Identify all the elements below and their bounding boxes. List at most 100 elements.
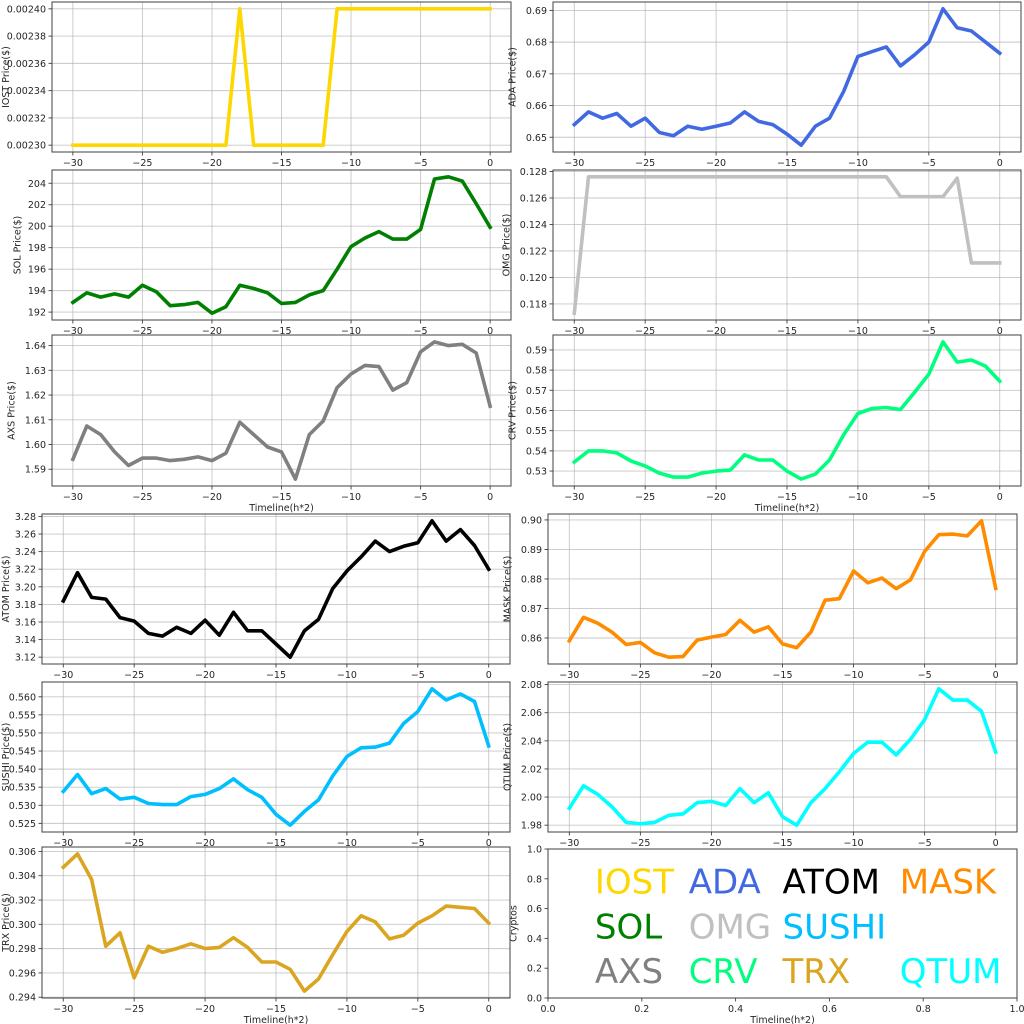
- y-tick-label: 0.65: [526, 133, 547, 144]
- y-axis-label: OMG Price($): [502, 214, 513, 277]
- x-tick-label: −10: [844, 670, 864, 681]
- x-tick-label: 0: [993, 838, 999, 849]
- y-tick-label: 204: [28, 179, 46, 190]
- y-tick-label: 0.86: [521, 633, 542, 644]
- y-tick-label: 0.128: [520, 167, 547, 178]
- y-axis-label: ADA Price($): [507, 47, 518, 107]
- y-tick-label: 1.63: [25, 366, 46, 377]
- x-tick-label: −5: [918, 838, 932, 849]
- y-tick-label: 0.00230: [7, 141, 46, 152]
- y-tick-label: 0.2: [527, 964, 542, 975]
- sushi-price-line: [60, 686, 491, 828]
- omg-price-line: [572, 175, 1002, 316]
- y-axis-label: SUSHI Price($): [1, 723, 12, 792]
- x-tick-label: −5: [918, 670, 932, 681]
- x-tick-label: 0: [997, 492, 1003, 503]
- x-tick-label: −25: [132, 492, 152, 503]
- legend-label-crv: CRV: [689, 952, 758, 992]
- legend-label-ada: ADA: [689, 863, 761, 903]
- y-tick-label: 0.00240: [7, 4, 46, 15]
- y-tick-label: 0.545: [9, 747, 36, 758]
- y-tick-label: 0.0: [527, 994, 542, 1005]
- y-tick-label: 0.66: [526, 101, 547, 112]
- x-tick-label: −20: [706, 326, 726, 337]
- x-tick-label: −15: [271, 492, 291, 503]
- x-tick-label: −25: [132, 158, 152, 169]
- y-axis-label: Cryptos: [508, 905, 519, 942]
- y-tick-label: 0.67: [526, 69, 547, 80]
- x-tick-label: −25: [132, 326, 152, 337]
- y-axis-label: MASK Price($): [502, 556, 513, 623]
- y-axis-label: AXS Price($): [6, 381, 17, 440]
- y-tick-label: 0.55: [526, 426, 547, 437]
- x-tick-label: −5: [411, 670, 425, 681]
- y-tick-label: 196: [28, 265, 46, 276]
- x-tick-label: −20: [706, 492, 726, 503]
- y-axis-label: IOST Price($): [1, 46, 12, 108]
- x-tick-label: −5: [411, 1004, 425, 1015]
- x-tick-label: −15: [271, 326, 291, 337]
- x-tick-label: −20: [701, 670, 721, 681]
- x-tick-label: −30: [53, 838, 73, 849]
- y-tick-label: 0.56: [526, 406, 547, 417]
- y-tick-label: 194: [28, 286, 46, 297]
- x-tick-label: 0: [997, 158, 1003, 169]
- y-tick-label: 0.122: [520, 246, 547, 257]
- y-tick-label: 0.300: [9, 920, 36, 931]
- x-tick-label: −25: [124, 670, 144, 681]
- x-tick-label: −20: [195, 838, 215, 849]
- x-tick-label: −30: [53, 1004, 73, 1015]
- x-tick-label: −15: [266, 838, 286, 849]
- x-tick-label: 0: [487, 326, 493, 337]
- x-tick-label: −25: [635, 492, 655, 503]
- x-tick-label: 0: [997, 326, 1003, 337]
- axs-subplot: −30 −25 −20 −15 −10 −5 0 1.59 1.60 1.61 1.62 1.63 1.…: [6, 334, 512, 514]
- ada-subplot: −30 −25 −20 −15 −10 −5 0 0.65 0.66 0.67 0.68 0.69 AD…: [507, 1, 1022, 169]
- x-tick-label: −5: [922, 326, 936, 337]
- y-tick-label: 0.535: [9, 783, 36, 794]
- x-tick-label: −25: [635, 158, 655, 169]
- y-tick-label: 202: [28, 200, 46, 211]
- y-tick-label: 1.0: [527, 845, 542, 856]
- y-tick-label: 0.118: [520, 299, 547, 310]
- y-tick-label: 1.59: [25, 465, 46, 476]
- axes-frame: [51, 1, 512, 153]
- y-tick-label: 0.4: [527, 934, 542, 945]
- x-tick-label: 0.8: [916, 1004, 931, 1015]
- y-tick-label: 0.525: [9, 819, 36, 830]
- x-axis-label: Timeline(h*2): [243, 1015, 309, 1024]
- x-tick-label: 0.2: [634, 1004, 649, 1015]
- y-tick-label: 198: [28, 243, 46, 254]
- x-tick-label: −30: [63, 326, 83, 337]
- qtum-price-line: [566, 686, 998, 828]
- y-tick-label: 1.64: [25, 341, 46, 352]
- x-tick-label: 0: [486, 670, 492, 681]
- y-tick-label: 1.98: [521, 821, 542, 832]
- x-tick-label: −25: [630, 670, 650, 681]
- x-tick-label: −10: [848, 158, 868, 169]
- x-tick-label: −20: [706, 158, 726, 169]
- legend-label-axs: AXS: [595, 952, 663, 992]
- y-tick-label: 0.296: [9, 968, 36, 979]
- y-tick-label: 1.61: [25, 415, 46, 426]
- axes-frame: [41, 846, 511, 999]
- x-tick-label: 0: [486, 1004, 492, 1015]
- x-tick-label: −30: [559, 838, 579, 849]
- x-tick-label: −10: [341, 158, 361, 169]
- x-tick-label: 0: [486, 838, 492, 849]
- x-tick-label: −20: [195, 1004, 215, 1015]
- y-tick-label: 0.89: [521, 545, 542, 556]
- x-tick-label: −15: [266, 1004, 286, 1015]
- y-tick-label: 200: [28, 222, 46, 233]
- x-tick-label: −30: [564, 492, 584, 503]
- trx-price-line: [60, 852, 492, 993]
- x-tick-label: −5: [411, 838, 425, 849]
- mask-subplot: −30 −25 −20 −15 −10 −5 0 0.86 0.87 0.88 0.89 0.90 MA…: [502, 513, 1018, 681]
- y-tick-label: 3.14: [15, 635, 36, 646]
- legend-label-atom: ATOM: [783, 863, 880, 903]
- y-tick-label: 0.126: [520, 194, 547, 205]
- x-tick-label: −10: [848, 326, 868, 337]
- x-tick-label: −10: [341, 492, 361, 503]
- x-axis-label: Timeline(h*2): [248, 503, 314, 514]
